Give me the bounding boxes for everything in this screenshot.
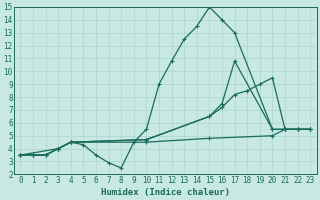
X-axis label: Humidex (Indice chaleur): Humidex (Indice chaleur) [101, 188, 230, 197]
